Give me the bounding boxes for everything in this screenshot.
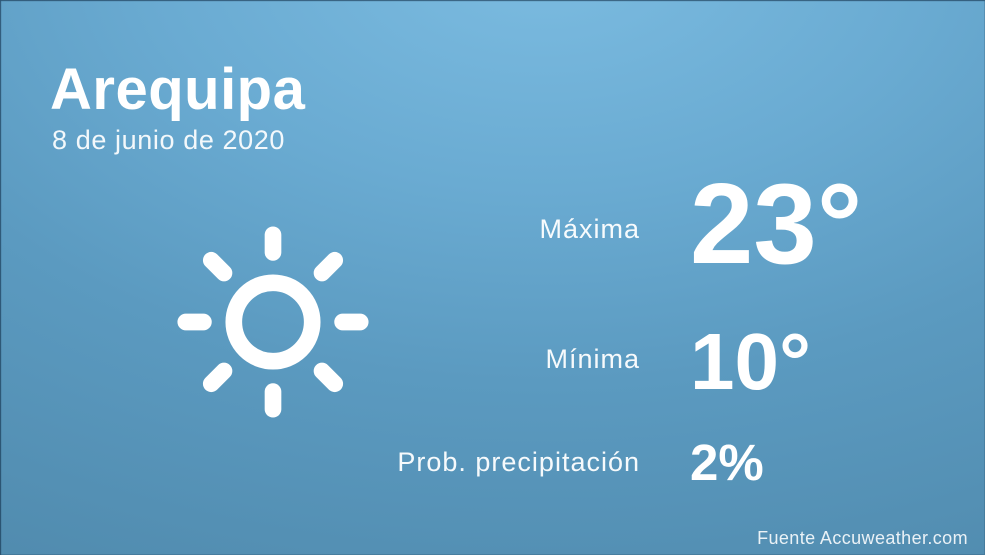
min-temp-label: Mínima [545,344,640,374]
city-name: Arequipa [50,57,306,122]
max-temp-value: 23° [690,161,863,288]
max-temp-label: Máxima [539,214,640,244]
sun-icon [177,226,369,418]
precip-probability-label: Prob. precipitación [397,447,640,477]
data-source-credit: Fuente Accuweather.com [757,528,968,548]
precip-probability-value: 2% [690,434,764,491]
title-block: Arequipa 8 de junio de 2020 [50,57,306,156]
min-temp-value: 10° [690,317,811,406]
forecast-date: 8 de junio de 2020 [52,124,285,155]
